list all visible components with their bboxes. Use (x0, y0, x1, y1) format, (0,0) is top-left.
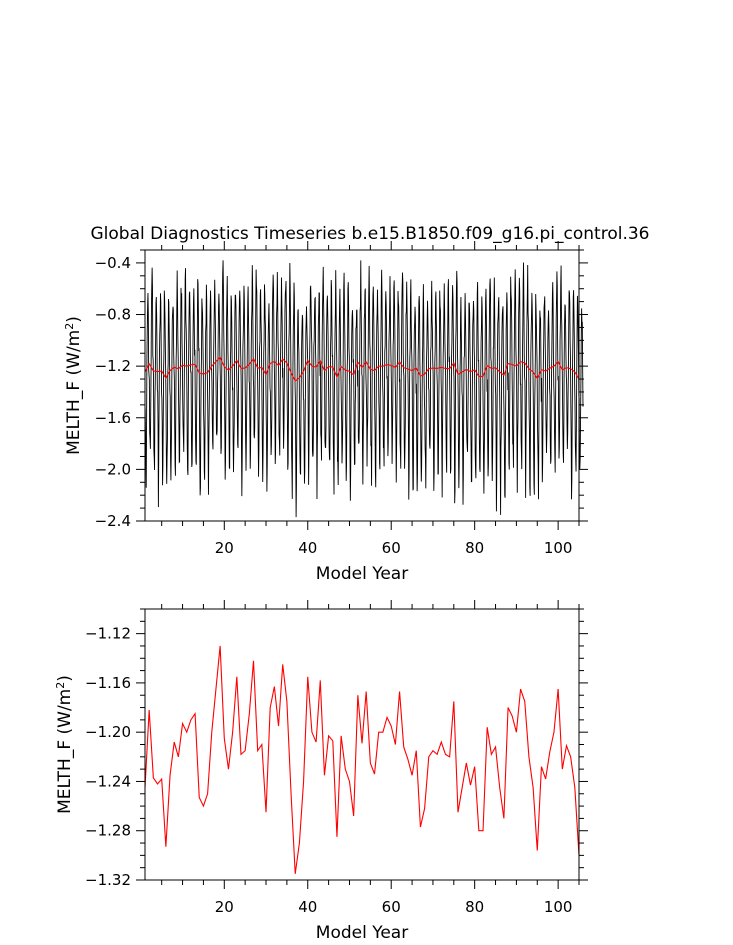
y-tick-label: −1.2 (95, 357, 131, 375)
x-tick-label: 20 (215, 539, 234, 557)
plot-frame (144, 608, 580, 881)
plot-frame (144, 249, 580, 522)
x-tick-label: 40 (298, 898, 317, 916)
series-line-annual (144, 356, 580, 382)
x-tick-label: 80 (465, 539, 484, 557)
x-tick-label: 60 (382, 898, 401, 916)
y-tick-label: −1.12 (85, 625, 131, 643)
x-tick-label: 80 (465, 898, 484, 916)
y-tick-label: −2.0 (95, 460, 131, 478)
y-axis-title: MELTH_F (W/m2) (54, 675, 76, 814)
y-tick-label: −1.16 (85, 674, 131, 692)
x-tick-label: 60 (382, 539, 401, 557)
x-tick-label: 100 (544, 539, 573, 557)
x-tick-label: 40 (298, 539, 317, 557)
y-axis-title: MELTH_F (W/m2) (63, 316, 85, 455)
series-line-monthly (144, 260, 584, 518)
y-tick-label: −0.4 (95, 254, 131, 272)
x-tick-label: 20 (215, 898, 234, 916)
y-tick-label: −2.4 (95, 512, 131, 530)
y-tick-label: −1.32 (85, 871, 131, 889)
chart-title: Global Diagnostics Timeseries b.e15.B185… (91, 224, 650, 244)
y-tick-label: −1.28 (85, 822, 131, 840)
y-tick-label: −0.8 (95, 306, 131, 324)
top-panel: 20 40 60 80 100 −0.4 −0.8 −1.2 −1.6 −2.0 −2.4 Model… (63, 241, 588, 584)
y-tick-label: −1.6 (95, 409, 131, 427)
bottom-panel: 20 40 60 80 100 −1.12 −1.16 −1.20 −1.24 −1.28 −1.3… (54, 600, 588, 943)
y-tick-label: −1.24 (85, 772, 131, 790)
series-line-annual (144, 645, 580, 874)
y-tick-label: −1.20 (85, 723, 131, 741)
x-axis-title: Model Year (316, 923, 408, 943)
x-axis-title: Model Year (316, 564, 408, 584)
x-tick-label: 100 (544, 898, 573, 916)
